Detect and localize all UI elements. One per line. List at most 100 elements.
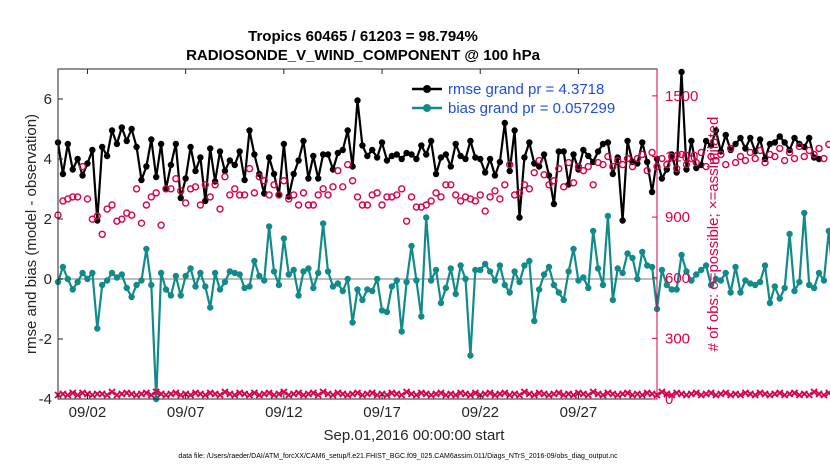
y-tick-label: 2 [44, 211, 52, 228]
data-point-rmse [707, 142, 715, 149]
data-point--of-obs-possible [127, 211, 136, 219]
data-point-rmse [339, 146, 346, 154]
data-point--of-obs-assimilated [319, 388, 327, 396]
data-point-bias [418, 313, 425, 320]
data-point-rmse [192, 167, 199, 175]
data-point-bias [511, 268, 518, 275]
data-point-bias [319, 220, 327, 227]
data-point-bias [69, 286, 76, 293]
data-point-bias [506, 289, 513, 296]
data-point-rmse [172, 140, 180, 148]
data-point--of-obs-possible [540, 170, 548, 179]
data-point--of-obs-possible [717, 150, 725, 159]
data-point-bias [457, 262, 464, 269]
data-point--of-obs-possible [191, 183, 200, 191]
data-point-rmse [585, 152, 592, 160]
data-point-bias [256, 272, 263, 280]
y-right-tick-label: 1200 [665, 149, 698, 166]
data-point-rmse [157, 140, 165, 148]
data-point--of-obs-possible [663, 160, 671, 169]
chart-subtitle: RADIOSONDE_V_WIND_COMPONENT @ 100 hPa [186, 47, 541, 64]
data-point-bias [177, 292, 184, 299]
data-point--of-obs-assimilated [103, 391, 111, 399]
data-point-rmse [535, 163, 543, 170]
data-point-bias [359, 296, 366, 304]
data-point--of-obs-possible [520, 181, 529, 189]
data-point-bias [555, 289, 563, 296]
data-point--of-obs-possible [746, 148, 754, 157]
series-line-rmse [56, 70, 820, 222]
data-point--of-obs-assimilated [265, 389, 273, 397]
data-point--of-obs-possible [358, 201, 367, 209]
data-point--of-obs-possible [751, 154, 759, 163]
data-point-rmse [280, 140, 288, 148]
data-point-bias [295, 292, 302, 299]
data-point-bias [707, 281, 715, 289]
data-point-rmse [442, 151, 450, 158]
data-point--of-obs-assimilated [69, 389, 77, 397]
data-point-rmse [766, 140, 774, 148]
data-point--of-obs-assimilated [722, 389, 730, 397]
data-point--of-obs-possible [402, 217, 411, 225]
data-point--of-obs-assimilated [668, 391, 676, 399]
data-point-bias [560, 296, 567, 304]
data-point-rmse [658, 175, 666, 182]
data-point-bias [658, 266, 666, 274]
data-point-rmse [437, 154, 445, 161]
x-tick-label: 09/22 [461, 404, 499, 421]
data-point-rmse [413, 155, 420, 163]
data-point-bias [648, 263, 656, 271]
data-point--of-obs-possible [69, 193, 77, 201]
data-point-bias [609, 296, 617, 304]
data-point-rmse [103, 152, 111, 160]
data-point-bias [329, 283, 337, 290]
data-point-rmse [491, 172, 499, 179]
data-point--of-obs-possible [348, 177, 357, 185]
data-point--of-obs-possible [353, 193, 362, 201]
data-point-bias [427, 277, 435, 284]
data-point-rmse [403, 149, 410, 157]
legend-bias-label: bias grand pr = 0.057299 [448, 100, 615, 117]
data-point--of-obs-possible [167, 185, 175, 193]
data-point-bias [462, 275, 469, 283]
data-point-rmse [334, 149, 342, 157]
data-point-rmse [756, 136, 764, 143]
data-point-rmse [609, 170, 617, 178]
data-point-bias [128, 293, 135, 301]
x-tick-label: 09/02 [69, 404, 107, 421]
data-point--of-obs-assimilated [589, 388, 597, 396]
data-point-bias [423, 214, 430, 221]
data-point-bias [776, 295, 783, 302]
data-point-bias [187, 265, 194, 272]
data-point-bias [806, 281, 813, 289]
data-point-bias [349, 319, 356, 326]
data-point--of-obs-possible [456, 197, 465, 205]
data-point-rmse [712, 127, 720, 134]
data-point--of-obs-possible [265, 191, 273, 199]
data-point-rmse [477, 155, 484, 163]
data-point--of-obs-possible [825, 140, 830, 149]
data-point--of-obs-assimilated [147, 391, 155, 399]
data-point-bias [727, 289, 734, 296]
data-point-rmse [702, 137, 710, 145]
data-point-bias [275, 281, 283, 289]
data-point--of-obs-possible [108, 201, 116, 209]
data-point--of-obs-possible [697, 148, 705, 157]
data-point-rmse [486, 155, 494, 163]
data-point--of-obs-possible [525, 185, 534, 193]
data-point-rmse [69, 166, 76, 173]
data-point-bias [108, 269, 116, 277]
data-point-bias [369, 287, 376, 295]
data-point-bias [673, 286, 680, 293]
data-point-rmse [300, 137, 307, 145]
data-point-bias [162, 286, 170, 293]
legend-rmse-marker [423, 85, 431, 93]
data-point-bias [614, 265, 621, 272]
data-point-rmse [432, 170, 440, 178]
data-point-bias [324, 268, 332, 275]
data-point--of-obs-possible [790, 154, 799, 163]
data-point--of-obs-assimilated [309, 389, 317, 397]
data-point-bias [378, 307, 386, 314]
data-point--of-obs-possible [181, 199, 190, 207]
data-point--of-obs-assimilated [520, 388, 529, 396]
